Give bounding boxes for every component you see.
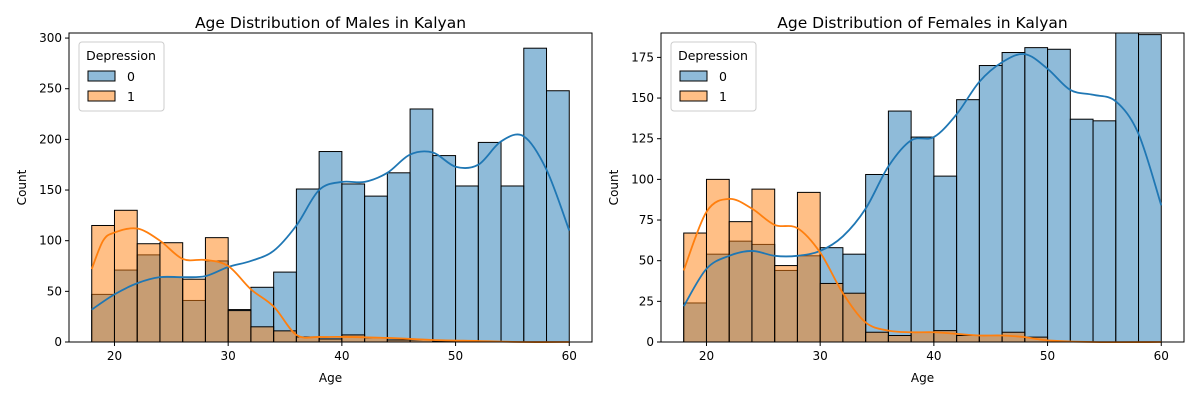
y-tick-label: 100 <box>39 234 62 248</box>
bar-series-1-bin-4 <box>774 265 798 343</box>
x-tick-label: 30 <box>221 349 236 363</box>
chart-title: Age Distribution of Females in Kalyan <box>777 14 1067 32</box>
y-tick-label: 300 <box>39 31 62 45</box>
y-tick-label: 150 <box>631 91 654 105</box>
x-tick-label: 40 <box>926 349 941 363</box>
plot-frame <box>660 32 1185 343</box>
bar-series-1-bin-2 <box>136 243 161 343</box>
legend-swatch-1 <box>679 90 708 102</box>
series-1-bars <box>683 178 1049 343</box>
bar-series-1-bin-6 <box>819 282 844 343</box>
x-axis-label: Age <box>911 371 934 385</box>
legend-swatch-0 <box>87 70 116 82</box>
bar-series-0-bin-10 <box>318 151 343 343</box>
bar-series-1-bin-9 <box>887 334 912 343</box>
x-tick-label: 40 <box>334 349 349 363</box>
plot-frame <box>68 32 593 343</box>
bar-series-1-bin-5 <box>204 237 229 343</box>
bar-series-0-bin-9 <box>887 110 912 343</box>
kde-line-series-1 <box>682 197 1162 344</box>
bar-series-1-bin-5 <box>796 191 821 343</box>
legend: Depression 0 1 <box>78 41 165 112</box>
x-tick-label: 60 <box>1154 349 1169 363</box>
bar-series-0-bin-20 <box>1138 34 1162 343</box>
bar-series-0-bin-17 <box>1069 118 1094 343</box>
bar-series-0-bin-16 <box>455 185 479 343</box>
bar-series-1-bin-7 <box>842 292 867 343</box>
legend-label-0: 0 <box>719 69 727 84</box>
bar-series-1-bin-2 <box>728 221 753 343</box>
y-tick-label: 175 <box>631 50 654 64</box>
bar-series-1-bin-11 <box>341 334 366 343</box>
kde-line-series-0 <box>682 53 1163 307</box>
x-tick-label: 60 <box>562 349 577 363</box>
bar-series-0-bin-13 <box>386 172 411 343</box>
x-tick-label: 50 <box>448 349 463 363</box>
legend: Depression 0 1 <box>670 41 757 112</box>
bar-series-1-bin-13 <box>978 334 1003 343</box>
y-tick-label: 200 <box>39 132 62 146</box>
bar-series-1-bin-0 <box>91 224 115 343</box>
bar-series-1-bin-6 <box>227 310 252 343</box>
bar-series-0-bin-13 <box>978 65 1003 343</box>
legend-title: Depression <box>86 48 156 63</box>
bar-series-0-bin-10 <box>910 136 935 343</box>
x-tick-label: 20 <box>107 349 122 363</box>
kde-line-series-0 <box>91 133 571 311</box>
bar-series-0-bin-8 <box>865 173 889 343</box>
y-axis-label: Count <box>607 169 621 205</box>
legend-label-0: 0 <box>127 69 135 84</box>
bar-series-0-bin-17 <box>477 141 502 343</box>
bar-series-0-bin-14 <box>1001 52 1026 343</box>
bar-series-0-bin-19 <box>523 47 548 343</box>
bar-series-0-bin-11 <box>341 183 366 343</box>
bar-series-1-bin-8 <box>865 331 889 343</box>
x-tick-label: 30 <box>813 349 828 363</box>
bar-series-0-bin-15 <box>432 155 457 343</box>
series-1-bars <box>91 209 457 343</box>
legend-swatch-0 <box>679 70 708 82</box>
chart-females: Age Distribution of Females in Kalyan 20 3… <box>607 14 1185 385</box>
x-axis-label: Age <box>319 371 342 385</box>
y-tick-label: 50 <box>47 284 62 298</box>
y-tick-label: 75 <box>639 213 654 227</box>
y-axis-label: Count <box>15 169 29 205</box>
x-tick-label: 20 <box>699 349 714 363</box>
legend-swatch-1 <box>87 90 116 102</box>
bar-series-0-bin-14 <box>409 108 434 343</box>
y-tick-label: 50 <box>639 254 654 268</box>
bar-series-0-bin-9 <box>295 188 320 343</box>
y-tick-label: 125 <box>631 132 654 146</box>
legend-label-1: 1 <box>127 89 135 104</box>
bar-series-0-bin-18 <box>500 185 525 343</box>
bar-series-0-bin-12 <box>956 99 980 343</box>
y-tick-label: 0 <box>646 335 654 349</box>
legend-label-1: 1 <box>719 89 727 104</box>
bar-series-0-bin-11 <box>933 175 958 343</box>
bar-series-0-bin-19 <box>1115 32 1140 343</box>
y-tick-label: 250 <box>39 82 62 96</box>
chart-title: Age Distribution of Males in Kalyan <box>195 14 466 32</box>
bar-series-1-bin-3 <box>751 188 776 343</box>
bar-series-1-bin-10 <box>910 331 935 343</box>
legend-title: Depression <box>678 48 748 63</box>
x-tick-label: 50 <box>1040 349 1055 363</box>
y-tick-label: 25 <box>639 294 654 308</box>
bar-series-0-bin-18 <box>1092 120 1117 343</box>
bar-series-0-bin-16 <box>1047 48 1071 343</box>
chart-males: Age Distribution of Males in Kalyan 20 30 4… <box>15 14 593 385</box>
bar-series-0-bin-20 <box>546 90 570 343</box>
y-tick-label: 150 <box>39 183 62 197</box>
y-tick-label: 100 <box>631 172 654 186</box>
kde-line-series-1 <box>90 227 570 343</box>
bar-series-0-bin-12 <box>364 195 388 343</box>
bar-series-0-bin-15 <box>1024 47 1049 343</box>
y-tick-label: 0 <box>54 335 62 349</box>
bar-series-1-bin-4 <box>182 278 206 343</box>
bar-series-1-bin-12 <box>956 334 980 343</box>
bar-series-1-bin-7 <box>250 326 275 343</box>
